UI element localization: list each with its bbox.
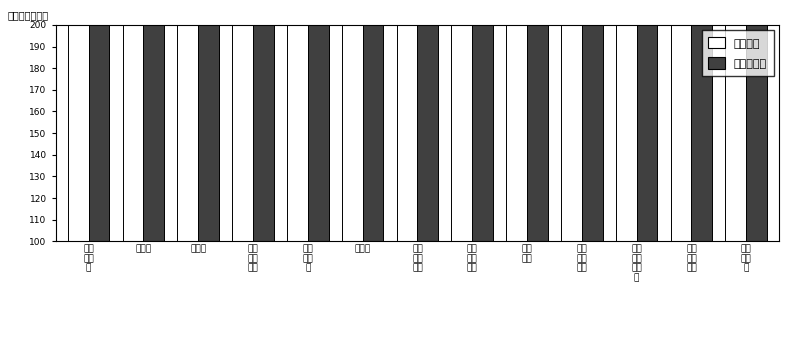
Bar: [506, 0, 527, 241]
Text: （単位：時間）: （単位：時間）: [8, 11, 49, 21]
Bar: [582, 0, 603, 241]
Bar: [527, 0, 548, 241]
Bar: [692, 0, 712, 241]
Bar: [671, 0, 692, 241]
Bar: [397, 0, 417, 241]
Bar: [122, 0, 143, 241]
Legend: ５人以上, ３０人以上: ５人以上, ３０人以上: [701, 31, 774, 76]
Bar: [177, 0, 198, 241]
Bar: [417, 0, 438, 241]
Bar: [68, 0, 88, 241]
Bar: [88, 0, 110, 241]
Bar: [452, 0, 472, 241]
Bar: [232, 0, 253, 241]
Bar: [198, 0, 219, 241]
Bar: [143, 0, 165, 241]
Bar: [308, 0, 328, 241]
Bar: [616, 0, 637, 241]
Bar: [342, 0, 363, 241]
Bar: [472, 0, 493, 241]
Bar: [637, 0, 657, 241]
Bar: [363, 0, 383, 241]
Bar: [747, 0, 767, 241]
Bar: [725, 0, 747, 241]
Bar: [561, 0, 582, 241]
Bar: [287, 0, 308, 241]
Bar: [253, 0, 273, 241]
